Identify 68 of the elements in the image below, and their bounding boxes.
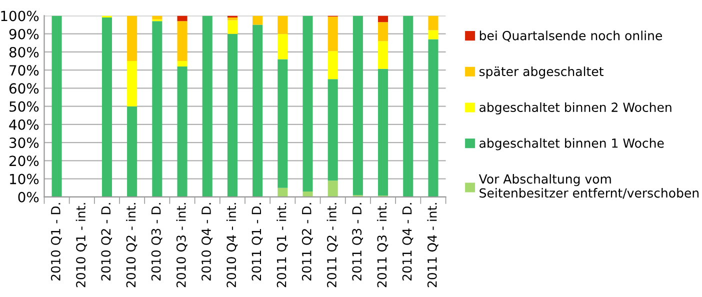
- y-tick-label: 90%: [9, 28, 39, 40]
- bar: [227, 20, 238, 34]
- legend-label: bei Quartalsende noch online: [480, 30, 662, 42]
- bar: [378, 68, 388, 196]
- x-tick-label: 2011 Q4 - int.: [427, 203, 438, 288]
- bar: [328, 180, 338, 197]
- legend-label: später abgeschaltet: [479, 66, 604, 79]
- bar: [127, 61, 138, 106]
- bar: [177, 66, 188, 197]
- y-tick-label: 10%: [10, 174, 39, 184]
- bar: [127, 106, 138, 197]
- x-tick-label: 2011 Q4 - D.: [402, 203, 414, 280]
- y-tick-label: 80%: [9, 46, 39, 58]
- bar: [428, 30, 438, 40]
- bar: [328, 51, 338, 80]
- bar: [378, 16, 388, 22]
- x-tick-label: 2010 Q2 - int.: [126, 203, 138, 288]
- x-tick-label: 2011 Q1 - int.: [276, 203, 288, 288]
- bar: [102, 18, 112, 197]
- y-tick-label: 70%: [10, 65, 39, 76]
- y-tick-label: 60%: [9, 83, 39, 94]
- bar: [152, 16, 162, 20]
- bar: [177, 16, 188, 22]
- bar: [428, 16, 438, 30]
- x-tick-label: 2011 Q3 - D.: [352, 203, 363, 280]
- bar: [278, 16, 288, 34]
- bar: [177, 21, 188, 62]
- bar: [302, 16, 313, 192]
- bar: [428, 39, 438, 197]
- bar: [152, 21, 162, 197]
- x-tick-label: 2010 Q1 - int.: [76, 203, 87, 288]
- x-tick-label: 2010 Q1 - D.: [50, 203, 62, 280]
- y-tick-label: 100%: [1, 10, 39, 22]
- y-tick-label: 40%: [9, 119, 39, 130]
- bar: [278, 59, 288, 188]
- x-tick-label: 2011 Q2 - int.: [326, 203, 338, 288]
- bar: [227, 18, 238, 20]
- bar: [403, 16, 414, 197]
- x-tick-label: 2010 Q3 - D.: [151, 203, 162, 280]
- bar: [328, 79, 338, 181]
- bar: [52, 16, 62, 197]
- y-tick-label: 20%: [10, 156, 39, 166]
- bar: [278, 188, 288, 197]
- bar: [278, 34, 288, 60]
- bar: [127, 16, 138, 62]
- bar: [378, 22, 388, 42]
- bar: [378, 41, 388, 69]
- x-tick-label: 2010 Q4 - int.: [226, 203, 238, 288]
- bar: [202, 16, 212, 197]
- bar: [328, 16, 338, 52]
- legend-label: Vor Abschaltung vom Seitenbesitzer entfernt/verschoben: [478, 174, 699, 199]
- bar: [302, 191, 313, 197]
- bar: [177, 61, 188, 66]
- bar: [227, 34, 238, 197]
- x-tick-label: 2011 Q2 - D.: [302, 203, 313, 280]
- bar: [252, 16, 263, 25]
- legend-label: abgeschaltet binnen 2 Wochen: [480, 102, 672, 114]
- x-tick-label: 2010 Q2 - D.: [101, 203, 112, 280]
- y-tick-label: 30%: [10, 138, 39, 148]
- x-tick-label: 2010 Q3 - int.: [176, 203, 188, 288]
- x-tick-label: 2010 Q4 - D.: [202, 203, 212, 280]
- y-tick-label: 0%: [18, 192, 39, 202]
- bar: [352, 16, 363, 196]
- x-tick-label: 2011 Q1 - D.: [252, 203, 263, 280]
- x-tick-label: 2011 Q3 - int.: [376, 203, 388, 288]
- y-tick-label: 50%: [10, 101, 39, 112]
- bar: [252, 24, 263, 197]
- legend-label: abgeschaltet binnen 1 Woche: [480, 138, 664, 150]
